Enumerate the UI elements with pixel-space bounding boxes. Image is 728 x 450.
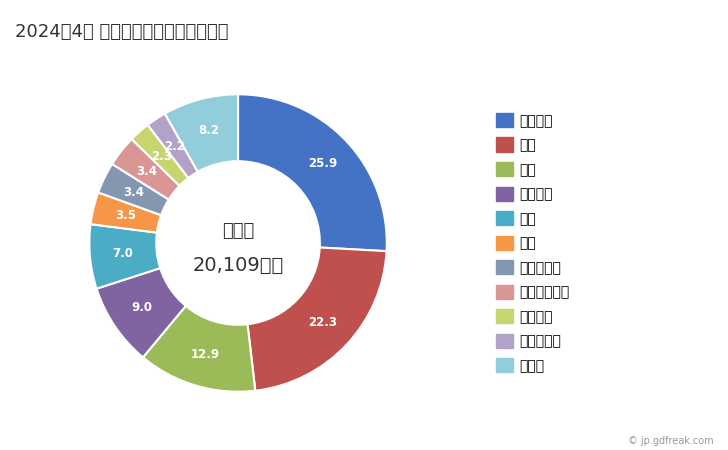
Text: 3.4: 3.4 — [136, 165, 157, 178]
Text: 12.9: 12.9 — [191, 348, 220, 361]
Text: 9.0: 9.0 — [132, 302, 152, 315]
Text: 2024年4月 輸出相手国のシェア（％）: 2024年4月 輸出相手国のシェア（％） — [15, 22, 228, 40]
Wedge shape — [238, 94, 387, 251]
Wedge shape — [90, 224, 160, 289]
Text: © jp.gdfreak.com: © jp.gdfreak.com — [628, 436, 713, 446]
Wedge shape — [248, 248, 387, 391]
Text: 7.0: 7.0 — [112, 247, 133, 260]
Text: 25.9: 25.9 — [308, 157, 337, 170]
Text: 3.5: 3.5 — [115, 209, 136, 222]
Wedge shape — [98, 164, 169, 215]
Text: 20,109万円: 20,109万円 — [192, 256, 284, 275]
Wedge shape — [148, 113, 198, 178]
Wedge shape — [165, 94, 238, 172]
Legend: ベトナム, 米国, 中国, メキシコ, タイ, 台湾, フィリピン, シンガポール, オランダ, マレーシア, その他: ベトナム, 米国, 中国, メキシコ, タイ, 台湾, フィリピン, シンガポー… — [491, 108, 575, 378]
Wedge shape — [143, 306, 256, 392]
Wedge shape — [97, 268, 186, 357]
Text: 総　額: 総 額 — [222, 222, 254, 240]
Text: 22.3: 22.3 — [308, 316, 337, 329]
Text: 2.2: 2.2 — [164, 140, 185, 153]
Wedge shape — [132, 125, 189, 186]
Text: 3.4: 3.4 — [123, 186, 144, 199]
Text: 8.2: 8.2 — [198, 124, 219, 137]
Wedge shape — [112, 139, 180, 199]
Wedge shape — [90, 193, 161, 233]
Text: 2.3: 2.3 — [151, 150, 172, 163]
